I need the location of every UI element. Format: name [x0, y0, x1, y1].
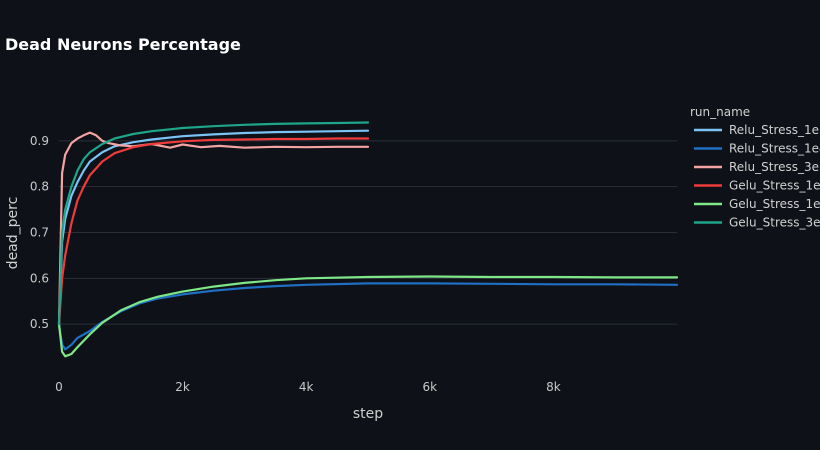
x-axis-ticks: 0 2k 4k 6k 8k — [55, 380, 561, 394]
x-tick-label: 2k — [175, 380, 190, 394]
legend-entry[interactable]: Gelu_Stress_1e3 — [729, 179, 820, 193]
x-tick-label: 8k — [546, 380, 561, 394]
y-tick-label: 0.6 — [30, 271, 49, 285]
x-tick-label: 4k — [299, 380, 314, 394]
y-axis-ticks: 0.5 0.6 0.7 0.8 0.9 — [30, 134, 49, 331]
y-tick-label: 0.5 — [30, 317, 49, 331]
y-tick-label: 0.7 — [30, 226, 49, 240]
series-lines — [57, 121, 679, 358]
legend-entry[interactable]: Relu_Stress_3e3 — [729, 160, 820, 174]
legend: run_name Relu_Stress_1e3 Relu_Stress_1e4 R… — [690, 105, 820, 230]
x-tick-label: 0 — [55, 380, 63, 394]
legend-entry[interactable]: Gelu_Stress_1e4 — [729, 197, 820, 211]
chart-title: Dead Neurons Percentage — [5, 35, 241, 54]
series-line-relu-stress-1e3 — [57, 129, 370, 326]
series-line-gelu-stress-1e4 — [57, 275, 679, 358]
legend-title: run_name — [690, 105, 750, 119]
legend-entry[interactable]: Relu_Stress_1e4 — [729, 142, 820, 156]
series-line-gelu-stress-1e3 — [57, 137, 370, 326]
x-tick-label: 6k — [423, 380, 438, 394]
x-axis-title: step — [353, 406, 383, 422]
series-line-gelu-stress-3e3 — [57, 121, 370, 326]
legend-entry[interactable]: Gelu_Stress_3e3 — [729, 216, 820, 230]
gridlines — [59, 140, 677, 325]
y-axis-title: dead_perc — [5, 197, 21, 270]
y-tick-label: 0.9 — [30, 134, 49, 148]
series-line-relu-stress-1e4 — [57, 282, 679, 351]
y-tick-label: 0.8 — [30, 180, 49, 194]
legend-entry[interactable]: Relu_Stress_1e3 — [729, 123, 820, 137]
series-line-relu-stress-3e3 — [57, 131, 370, 326]
